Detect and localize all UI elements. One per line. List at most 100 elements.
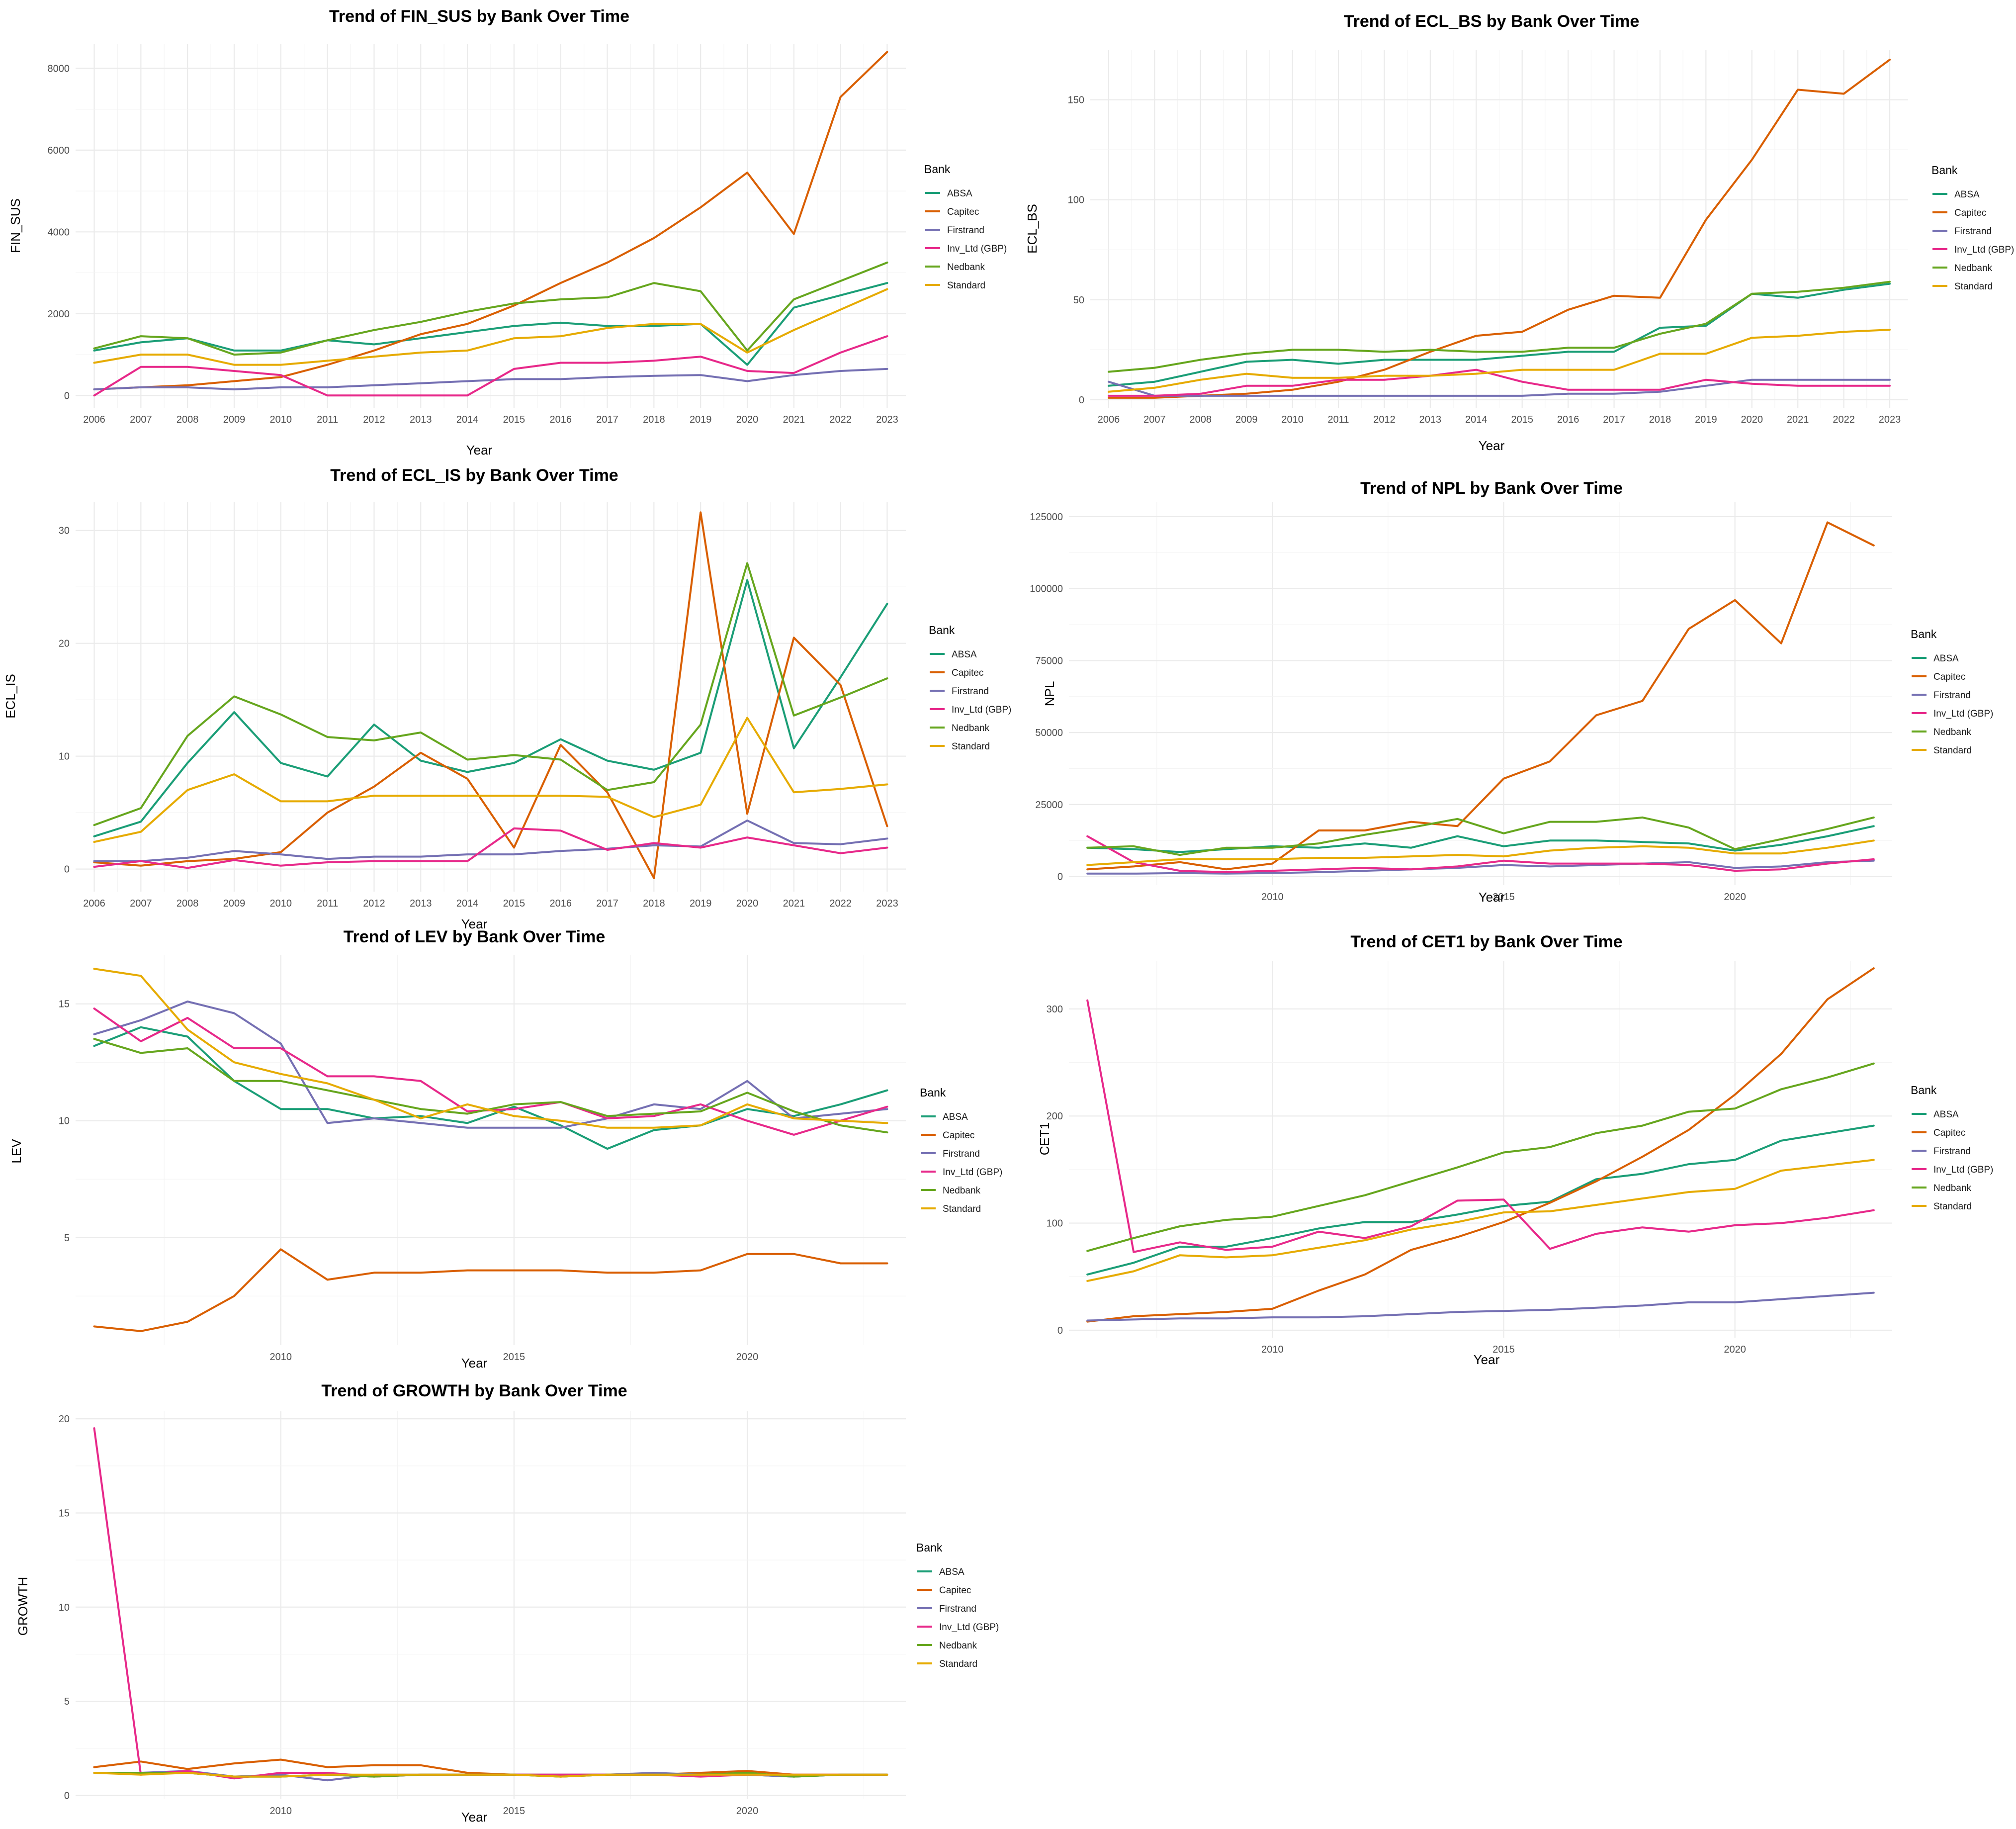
legend-label: Firstrand bbox=[1933, 690, 1971, 701]
y-tick-label: 100 bbox=[1068, 195, 1084, 206]
x-tick-label: 2007 bbox=[1143, 414, 1166, 425]
series-line-nedbank bbox=[1086, 1062, 1875, 1252]
legend: Bank ABSA Capitec Firstrand Inv_Ltd (GBP) Ned… bbox=[1911, 1084, 1993, 1212]
x-tick-label: 2017 bbox=[1603, 414, 1625, 425]
legend: Bank ABSA Capitec Firstrand Inv_Ltd (GBP) Ned… bbox=[929, 624, 1011, 752]
gridlines bbox=[1090, 50, 1908, 408]
plot-area bbox=[1069, 502, 1892, 885]
series-lines bbox=[93, 968, 888, 1332]
y-axis-label: CET1 bbox=[1037, 1122, 1052, 1155]
x-tick-label: 2009 bbox=[223, 898, 246, 909]
chart-title: Trend of LEV by Bank Over Time bbox=[344, 927, 606, 946]
x-tick-label: 2022 bbox=[829, 414, 852, 425]
series-line-inv-ltd-gbp bbox=[1108, 368, 1891, 397]
legend-title: Bank bbox=[929, 624, 955, 637]
legend-title: Bank bbox=[924, 163, 951, 176]
series-line-standard bbox=[1086, 839, 1875, 866]
chart-title: Trend of GROWTH by Bank Over Time bbox=[321, 1381, 627, 1400]
x-tick-label: 2021 bbox=[783, 898, 805, 909]
x-tick-label: 2015 bbox=[503, 898, 526, 909]
x-tick-label: 2018 bbox=[643, 414, 665, 425]
legend-label: Standard bbox=[1933, 745, 1972, 756]
x-tick-label: 2007 bbox=[130, 898, 152, 909]
series-line-standard bbox=[93, 1772, 888, 1778]
x-axis-label: Year bbox=[461, 1810, 488, 1825]
legend-label: Firstrand bbox=[1933, 1146, 1971, 1157]
legend-label: Capitec bbox=[1933, 672, 1965, 682]
x-tick-label: 2015 bbox=[1492, 892, 1515, 903]
x-tick-label: 2015 bbox=[503, 414, 526, 425]
legend-label: Nedbank bbox=[1933, 727, 1972, 737]
series-line-capitec bbox=[93, 1248, 888, 1332]
x-tick-label: 2019 bbox=[690, 414, 712, 425]
y-tick-label: 20 bbox=[59, 639, 70, 649]
x-tick-label: 2018 bbox=[643, 898, 665, 909]
x-axis-label: Year bbox=[461, 916, 488, 931]
y-tick-label: 20 bbox=[59, 1414, 70, 1425]
x-tick-label: 2006 bbox=[83, 414, 105, 425]
x-tick-label: 2015 bbox=[503, 1352, 526, 1363]
y-tick-label: 10 bbox=[59, 1116, 70, 1127]
chart-title: Trend of NPL by Bank Over Time bbox=[1360, 479, 1623, 498]
x-tick-label: 2010 bbox=[270, 1806, 292, 1817]
legend-label: ABSA bbox=[1954, 189, 1980, 200]
series-lines bbox=[1086, 521, 1875, 875]
x-tick-label: 2010 bbox=[1281, 414, 1304, 425]
series-line-capitec bbox=[1108, 59, 1891, 399]
y-tick-label: 50000 bbox=[1035, 728, 1063, 738]
y-tick-label: 25000 bbox=[1035, 800, 1063, 811]
legend-label: Firstrand bbox=[1954, 226, 1992, 237]
x-tick-label: 2006 bbox=[1098, 414, 1120, 425]
x-tick-label: 2011 bbox=[317, 414, 338, 425]
series-line-firstrand bbox=[93, 1001, 888, 1129]
x-tick-label: 2008 bbox=[176, 898, 199, 909]
legend-label: ABSA bbox=[1933, 653, 1959, 664]
y-tick-label: 125000 bbox=[1030, 512, 1063, 523]
y-tick-label: 10 bbox=[59, 751, 70, 762]
x-axis-label: Year bbox=[466, 443, 493, 457]
y-axis-label: ECL_BS bbox=[1025, 204, 1040, 254]
x-tick-label: 2018 bbox=[1649, 414, 1671, 425]
series-lines bbox=[93, 51, 888, 397]
y-tick-label: 100000 bbox=[1030, 584, 1063, 595]
x-tick-label: 2020 bbox=[736, 414, 759, 425]
x-tick-label: 2011 bbox=[1328, 414, 1349, 425]
x-tick-label: 2021 bbox=[1787, 414, 1809, 425]
legend-title: Bank bbox=[1911, 1084, 1937, 1097]
y-tick-label: 0 bbox=[1079, 395, 1084, 406]
y-tick-label: 150 bbox=[1068, 95, 1084, 106]
legend-label: Inv_Ltd (GBP) bbox=[1933, 709, 1993, 719]
x-tick-label: 2021 bbox=[783, 414, 805, 425]
y-tick-label: 300 bbox=[1047, 1004, 1063, 1015]
legend-label: Standard bbox=[947, 280, 985, 291]
x-tick-label: 2010 bbox=[270, 414, 292, 425]
y-tick-label: 8000 bbox=[48, 63, 70, 74]
legend-label: Inv_Ltd (GBP) bbox=[952, 705, 1011, 715]
x-tick-label: 2008 bbox=[176, 414, 199, 425]
legend-label: Capitec bbox=[947, 207, 979, 217]
y-tick-label: 2000 bbox=[48, 309, 70, 320]
plot-area bbox=[76, 955, 906, 1345]
legend: Bank ABSA Capitec Firstrand Inv_Ltd (GBP) Ned… bbox=[1911, 628, 1993, 756]
x-tick-label: 2020 bbox=[736, 1806, 759, 1817]
series-line-standard bbox=[93, 968, 888, 1129]
x-tick-label: 2014 bbox=[1465, 414, 1488, 425]
y-tick-label: 4000 bbox=[48, 227, 70, 238]
legend-label: Nedbank bbox=[939, 1641, 977, 1651]
x-tick-label: 2023 bbox=[876, 414, 898, 425]
y-tick-label: 15 bbox=[59, 1508, 70, 1519]
x-tick-label: 2008 bbox=[1190, 414, 1212, 425]
legend: Bank ABSA Capitec Firstrand Inv_Ltd (GBP) Ned… bbox=[924, 163, 1007, 291]
legend-label: Standard bbox=[1954, 281, 1993, 292]
legend-title: Bank bbox=[920, 1086, 946, 1099]
chart-panel-5: 2010 2015 2020 5 10 15 Trend of LEV by Bank Ov… bbox=[9, 927, 1002, 1371]
series-line-nedbank bbox=[1108, 280, 1891, 373]
series-line-nedbank bbox=[93, 262, 888, 356]
plot-area bbox=[1069, 961, 1892, 1338]
legend-label: Nedbank bbox=[943, 1186, 981, 1196]
legend-label: Inv_Ltd (GBP) bbox=[943, 1167, 1002, 1178]
series-line-firstrand bbox=[93, 367, 888, 390]
chart-title: Trend of FIN_SUS by Bank Over Time bbox=[329, 7, 629, 26]
series-line-capitec bbox=[93, 511, 888, 879]
y-tick-label: 6000 bbox=[48, 145, 70, 156]
